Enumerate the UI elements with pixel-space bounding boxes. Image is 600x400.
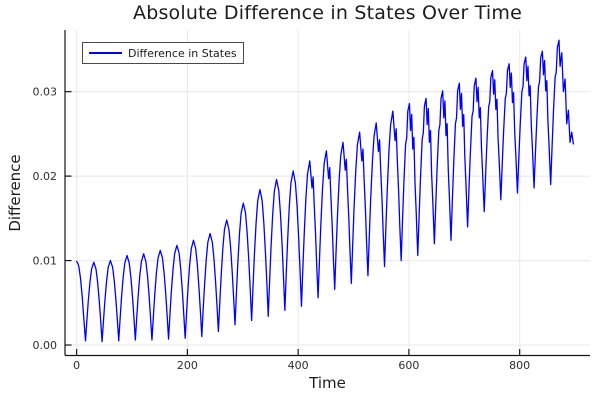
x-tick-label: 0 xyxy=(73,359,80,372)
y-tick-label: 0.01 xyxy=(33,255,58,268)
difference-line xyxy=(75,39,575,343)
legend-label: Difference in States xyxy=(128,46,237,60)
x-tick-label: 400 xyxy=(288,359,309,372)
y-tick-label: 0.03 xyxy=(33,86,58,99)
x-tick-label: 800 xyxy=(509,359,530,372)
y-axis-label: Difference xyxy=(6,154,24,232)
y-tick-label: 0.02 xyxy=(33,170,58,183)
chart-title: Absolute Difference in States Over Time xyxy=(133,2,522,24)
x-axis-label: Time xyxy=(309,374,346,392)
x-tick-label: 600 xyxy=(398,359,419,372)
legend: Difference in States xyxy=(82,42,244,64)
y-tick-label: 0.00 xyxy=(33,339,58,352)
legend-line-sample-icon xyxy=(89,52,122,54)
x-tick-label: 200 xyxy=(177,359,198,372)
